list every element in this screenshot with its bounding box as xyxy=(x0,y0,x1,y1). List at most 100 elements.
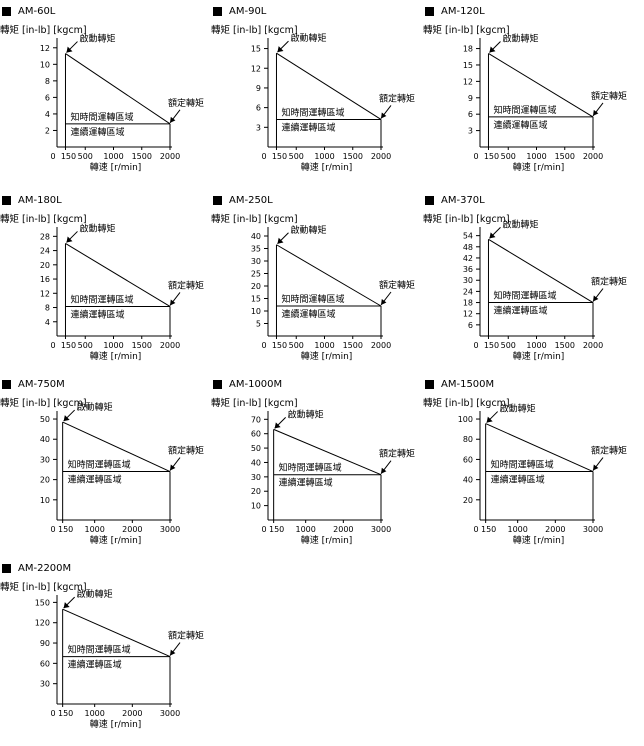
y-tick-label: 12 xyxy=(251,64,261,73)
y-tick-label: 30 xyxy=(251,257,261,266)
chart-title-text: AM-60L xyxy=(18,5,56,17)
y-tick-label: 6 xyxy=(468,321,473,330)
x-tick-label: 1000 xyxy=(314,152,334,161)
x-tick-label: 0 xyxy=(261,152,266,161)
square-bullet-icon xyxy=(2,195,11,205)
x-tick-label: 1500 xyxy=(343,152,363,161)
y-axis-label: 轉矩 [in-lb] [kgcm] xyxy=(211,24,298,36)
chart-title-text: AM-2200M xyxy=(18,562,72,574)
y-tick-label: 2 xyxy=(45,126,50,135)
short-time-region-label: 知時間運轉區域 xyxy=(70,111,133,123)
continuous-region-label: 連續運轉區域 xyxy=(279,477,333,489)
arrowhead-icon xyxy=(170,649,176,656)
arrowhead-icon xyxy=(381,112,387,119)
x-axis-label: 轉速 [r/min] xyxy=(301,350,353,362)
y-tick-label: 60 xyxy=(463,455,473,464)
chart-title: AM-750M xyxy=(2,377,65,391)
torque-curve xyxy=(488,238,594,303)
continuous-region-label: 連續運轉區域 xyxy=(491,474,545,486)
x-tick-label: 1000 xyxy=(295,525,315,534)
x-axis-label: 轉速 [r/min] xyxy=(513,161,565,173)
rated-torque-label: 額定轉矩 xyxy=(168,279,204,291)
start-torque-label: 啟動轉矩 xyxy=(288,408,324,420)
start-torque-label: 啟動轉矩 xyxy=(79,33,115,45)
torque-curve xyxy=(276,244,382,307)
chart-title: AM-120L xyxy=(425,4,485,18)
x-tick-label: 2000 xyxy=(583,152,603,161)
x-tick-label: 150 xyxy=(61,152,76,161)
x-tick-label: 2000 xyxy=(545,525,565,534)
short-time-region-label: 知時間運轉區域 xyxy=(491,459,554,471)
torque-curve xyxy=(65,243,171,307)
y-tick-label: 10 xyxy=(40,496,50,505)
y-tick-label: 30 xyxy=(463,276,473,285)
y-tick-label: 10 xyxy=(251,502,261,511)
x-tick-label: 2000 xyxy=(371,341,391,350)
x-tick-label: 0 xyxy=(473,152,478,161)
x-axis-label: 轉速 [r/min] xyxy=(90,718,142,730)
y-tick-label: 20 xyxy=(463,496,473,505)
continuous-region-label: 連續運轉區域 xyxy=(281,308,335,320)
rated-torque-label: 額定轉矩 xyxy=(379,92,415,104)
arrowhead-icon xyxy=(486,416,493,423)
y-tick-label: 60 xyxy=(40,659,50,668)
y-axis-label: 轉矩 [in-lb] [kgcm] xyxy=(211,397,298,409)
square-bullet-icon xyxy=(425,6,434,16)
x-tick-label: 1000 xyxy=(507,525,527,534)
chart-panel: AM-750M 轉矩 [in-lb] [kgcm] 10 20 30 40 50 0 150 10… xyxy=(0,377,210,562)
y-tick-label: 4 xyxy=(45,110,50,119)
start-torque-label: 啟動轉矩 xyxy=(79,222,115,234)
y-tick-label: 9 xyxy=(468,94,473,103)
chart-title: AM-1000M xyxy=(213,377,282,391)
y-tick-label: 100 xyxy=(458,415,473,424)
y-tick-label: 70 xyxy=(251,415,261,424)
x-axis-label: 轉速 [r/min] xyxy=(90,161,142,173)
x-tick-label: 150 xyxy=(269,525,284,534)
x-tick-label: 2000 xyxy=(160,152,180,161)
chart-title-text: AM-1500M xyxy=(441,378,495,390)
x-tick-label: 150 xyxy=(272,341,287,350)
x-tick-label: 150 xyxy=(484,341,499,350)
chart-panel: AM-60L 轉矩 [in-lb] [kgcm] 2 4 6 8 10 12 0 150 500 10… xyxy=(0,4,210,189)
chart-panel: AM-120L 轉矩 [in-lb] [kgcm] 3 6 9 12 15 18 0 150 500… xyxy=(423,4,633,189)
chart-panel: AM-2200M 轉矩 [in-lb] [kgcm] 30 60 90 120 150 0 15… xyxy=(0,561,210,746)
continuous-region-label: 連續運轉區域 xyxy=(493,119,547,131)
arrowhead-icon xyxy=(63,602,70,609)
x-tick-label: 150 xyxy=(272,152,287,161)
x-tick-label: 1000 xyxy=(103,341,123,350)
x-tick-label: 500 xyxy=(289,152,304,161)
y-tick-label: 120 xyxy=(35,619,50,628)
arrowhead-icon xyxy=(63,415,70,422)
x-tick-label: 2000 xyxy=(122,525,142,534)
torque-curve xyxy=(276,52,382,120)
arrowhead-icon xyxy=(489,46,496,53)
arrowhead-icon xyxy=(489,232,496,239)
arrowhead-icon xyxy=(593,109,599,116)
y-axis-label: 轉矩 [in-lb] [kgcm] xyxy=(0,397,87,409)
y-tick-label: 3 xyxy=(468,127,473,136)
y-axis-label: 轉矩 [in-lb] [kgcm] xyxy=(423,397,510,409)
x-tick-label: 2000 xyxy=(371,152,391,161)
continuous-region-label: 連續運轉區域 xyxy=(70,126,124,138)
arrowhead-icon xyxy=(66,236,73,243)
arrowhead-icon xyxy=(170,464,176,471)
x-tick-label: 0 xyxy=(473,341,478,350)
short-time-region-label: 知時間運轉區域 xyxy=(493,290,556,302)
x-tick-label: 1500 xyxy=(132,152,152,161)
x-axis-label: 轉速 [r/min] xyxy=(513,534,565,546)
torque-chart: 轉矩 [in-lb] [kgcm] 6 12 18 24 30 36 42 48 54 0 150 50… xyxy=(423,213,627,362)
chart-title: AM-180L xyxy=(2,193,62,207)
y-tick-label: 80 xyxy=(463,435,473,444)
continuous-region-label: 連續運轉區域 xyxy=(493,305,547,317)
start-torque-label: 啟動轉矩 xyxy=(502,218,538,230)
square-bullet-icon xyxy=(2,379,11,389)
x-tick-label: 0 xyxy=(261,341,266,350)
x-tick-label: 500 xyxy=(78,152,93,161)
x-tick-label: 1000 xyxy=(84,525,104,534)
start-torque-label: 啟動轉矩 xyxy=(502,32,538,44)
short-time-region-label: 知時間運轉區域 xyxy=(68,644,131,656)
torque-curve xyxy=(485,423,594,472)
square-bullet-icon xyxy=(213,379,222,389)
start-torque-label: 啟動轉矩 xyxy=(500,403,536,415)
square-bullet-icon xyxy=(2,563,11,573)
